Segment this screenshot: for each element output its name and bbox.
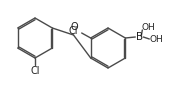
Text: Cl: Cl <box>69 26 78 36</box>
Text: OH: OH <box>149 35 163 44</box>
Text: OH: OH <box>141 23 155 32</box>
Text: Cl: Cl <box>31 66 41 76</box>
Text: O: O <box>71 22 78 32</box>
Text: B: B <box>136 32 143 42</box>
